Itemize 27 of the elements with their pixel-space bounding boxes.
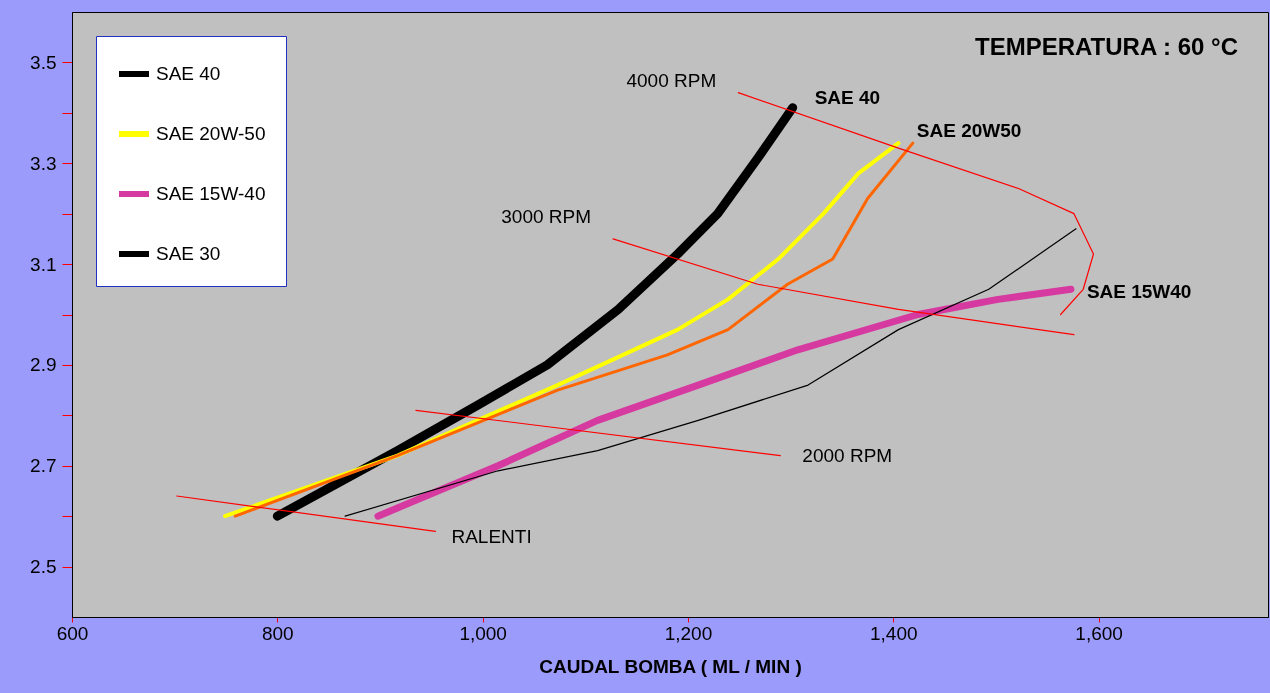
legend-label: SAE 15W-40 (156, 183, 266, 204)
y-tick-label: 2.5 (30, 556, 57, 578)
line-series (612, 238, 1075, 336)
annotation: RALENTI (451, 526, 532, 548)
x-tick-label: 1,200 (664, 622, 713, 644)
line-series (344, 228, 1077, 517)
legend-label: SAE 40 (156, 63, 221, 84)
x-tick-label: 800 (261, 622, 294, 644)
legend-label: SAE 30 (156, 243, 221, 264)
x-tick-label: 600 (56, 622, 89, 644)
text: TEMPERATURA : 60 °C (975, 33, 1238, 60)
y-tick-label: 3.5 (30, 51, 57, 73)
y-tick-label: 3.3 (30, 152, 57, 174)
legend-label: SAE 20W-50 (156, 123, 266, 144)
annotation: SAE 20W50 (916, 120, 1022, 142)
annotation: 2000 RPM (802, 444, 893, 466)
y-tick-label: 2.7 (30, 455, 57, 477)
annotation: SAE 40 (814, 86, 881, 108)
y-tick-label: 3.1 (30, 253, 57, 275)
annotation: SAE 15W40 (1086, 281, 1192, 303)
x-tick-label: 1,400 (870, 622, 918, 644)
x-axis-title: CAUDAL BOMBA ( ML / MIN ) (539, 655, 802, 677)
x-tick-label: 1,000 (459, 622, 507, 644)
annotation: 4000 RPM (626, 69, 717, 91)
y-tick-label: 2.9 (30, 354, 57, 376)
x-tick-label: 1,600 (1075, 622, 1123, 644)
annotation: 3000 RPM (501, 205, 592, 227)
